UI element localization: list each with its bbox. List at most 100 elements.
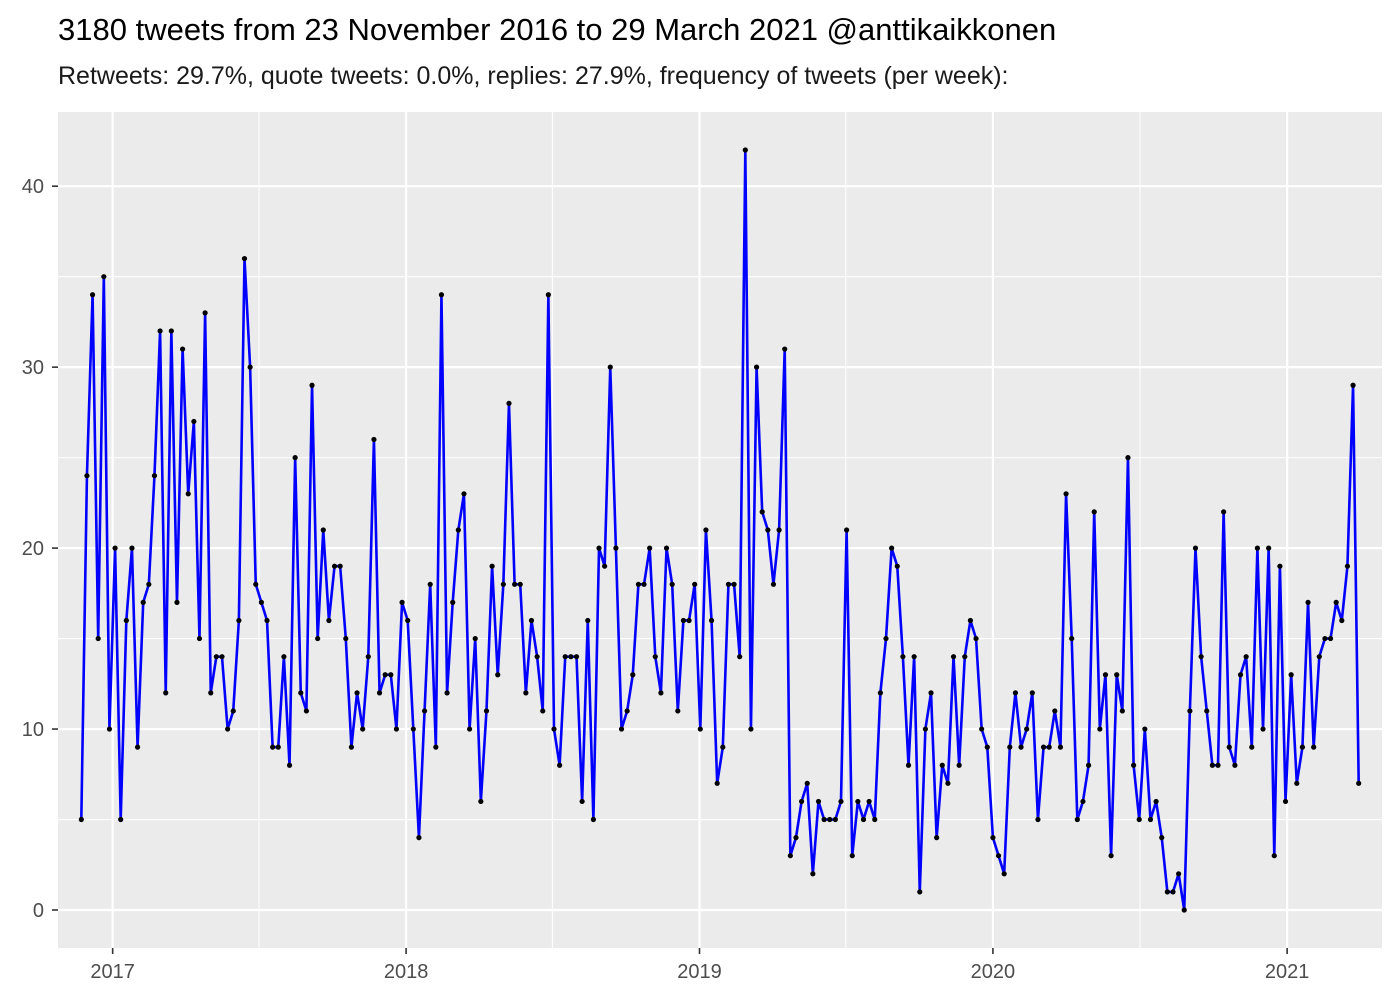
data-point	[241, 255, 248, 262]
major-gridlines	[58, 112, 1382, 948]
x-tick-label: 2021	[1265, 961, 1310, 983]
data-point	[815, 798, 822, 805]
data-point	[804, 780, 810, 786]
data-point	[742, 147, 748, 153]
data-point	[787, 853, 793, 859]
data-point	[112, 545, 118, 551]
data-point	[731, 581, 737, 587]
data-point	[388, 672, 394, 678]
data-point	[613, 545, 619, 551]
data-point	[208, 690, 214, 696]
data-point	[1305, 599, 1311, 605]
data-point	[489, 563, 495, 569]
data-point	[225, 726, 231, 732]
data-point	[1142, 726, 1148, 732]
data-point	[630, 672, 636, 678]
data-point	[168, 328, 174, 334]
data-point	[393, 726, 400, 732]
data-point	[753, 364, 760, 370]
data-point	[219, 654, 225, 660]
data-point	[945, 780, 951, 786]
data-point	[579, 798, 585, 805]
data-point	[1288, 672, 1294, 678]
data-point	[1052, 708, 1058, 714]
data-point	[315, 635, 321, 642]
data-point	[320, 527, 326, 533]
data-point	[292, 455, 298, 461]
data-point	[1322, 635, 1328, 642]
data-point	[348, 744, 355, 750]
data-point	[1119, 708, 1125, 714]
data-point	[371, 436, 377, 443]
data-point	[1344, 563, 1351, 569]
data-point	[528, 617, 535, 624]
data-point	[455, 527, 461, 533]
data-point	[230, 708, 236, 714]
data-point	[1249, 744, 1255, 750]
data-point	[106, 726, 113, 732]
data-point	[624, 708, 630, 714]
x-axis-tick-labels: 2017 2018 2019 2020 2021	[90, 961, 1309, 983]
data-point	[1192, 545, 1199, 551]
data-point	[607, 364, 613, 370]
series-line	[80, 148, 1360, 912]
data-point	[557, 762, 563, 768]
data-point	[776, 527, 782, 533]
data-points	[78, 147, 1362, 913]
data-point	[675, 708, 681, 714]
data-point	[1266, 545, 1272, 551]
data-point	[984, 744, 990, 750]
data-point	[686, 617, 692, 624]
data-point	[934, 835, 940, 841]
data-point	[118, 816, 124, 823]
data-point	[663, 545, 670, 551]
data-point	[472, 635, 478, 642]
data-point	[990, 835, 996, 841]
data-point	[382, 672, 388, 678]
data-point	[523, 690, 529, 696]
data-point	[838, 798, 844, 805]
data-point	[1159, 835, 1165, 841]
data-point	[185, 491, 191, 497]
data-point	[129, 545, 135, 551]
data-point	[669, 581, 675, 587]
data-point	[512, 581, 518, 587]
data-point	[1282, 798, 1289, 805]
data-point	[962, 654, 968, 660]
data-point	[911, 654, 917, 660]
data-point	[1153, 798, 1159, 805]
data-point	[303, 708, 309, 714]
data-point	[258, 599, 264, 605]
data-point	[213, 654, 219, 660]
data-point	[264, 617, 270, 624]
data-point	[759, 509, 765, 515]
data-point	[922, 726, 928, 732]
data-point	[641, 581, 647, 587]
x-tick-label: 2019	[677, 961, 722, 983]
data-point	[618, 726, 625, 732]
data-point	[1136, 816, 1142, 823]
data-point	[1131, 762, 1137, 768]
data-point	[1097, 726, 1103, 732]
chart-subtitle: Retweets: 29.7%, quote tweets: 0.0%, rep…	[58, 62, 1009, 90]
y-tick-label: 0	[33, 900, 44, 922]
data-point	[1181, 907, 1187, 913]
data-point	[416, 835, 422, 841]
data-point	[1316, 654, 1322, 660]
data-point	[517, 581, 523, 587]
data-point	[917, 889, 923, 895]
data-point	[427, 581, 433, 587]
data-point	[793, 835, 799, 841]
data-point	[652, 654, 658, 660]
data-point	[202, 310, 208, 316]
data-point	[995, 853, 1002, 859]
data-point	[270, 744, 276, 750]
data-point	[360, 726, 366, 732]
data-point	[157, 328, 163, 334]
data-point	[748, 726, 754, 732]
data-point	[286, 762, 293, 768]
data-point	[844, 527, 850, 533]
data-point	[889, 545, 895, 551]
data-point	[979, 726, 985, 732]
data-point	[590, 816, 596, 823]
